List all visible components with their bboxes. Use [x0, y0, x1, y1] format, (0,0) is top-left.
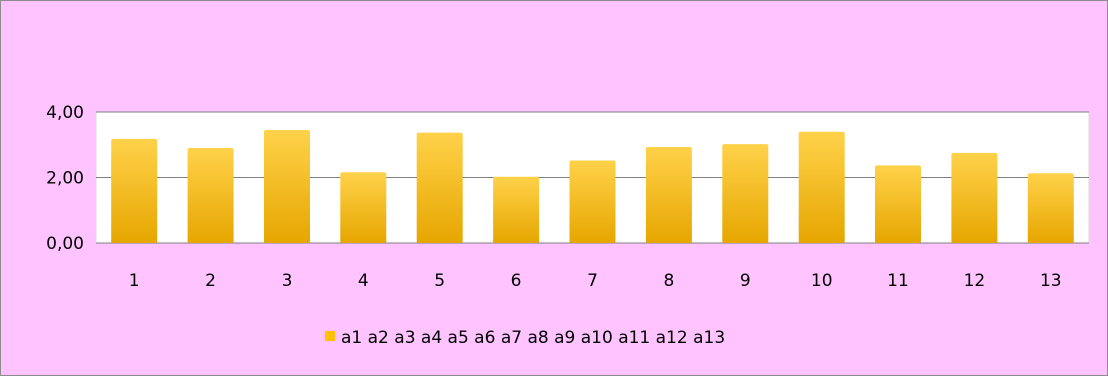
bar — [569, 160, 616, 243]
bar-series — [111, 130, 1074, 243]
x-tick-label: 9 — [740, 271, 751, 291]
y-tick-label: 0,00 — [46, 234, 84, 254]
bar — [875, 165, 921, 243]
bar — [493, 176, 540, 243]
x-axis-ticks: 1 2 3 4 5 6 7 8 9 10 11 12 13 — [129, 271, 1062, 291]
x-tick-label: 10 — [811, 271, 833, 291]
bar — [722, 144, 769, 243]
x-tick-label: 1 — [129, 271, 140, 291]
x-tick-label: 3 — [282, 271, 293, 291]
y-axis-ticks: 0,00 2,00 4,00 — [46, 103, 84, 254]
x-tick-label: 6 — [511, 271, 522, 291]
legend-marker — [325, 331, 335, 341]
x-tick-label: 5 — [434, 271, 445, 291]
x-tick-label: 2 — [205, 271, 216, 291]
x-tick-label: 12 — [964, 271, 986, 291]
x-tick-label: 4 — [358, 271, 369, 291]
bar — [645, 147, 692, 243]
y-tick-label: 2,00 — [46, 169, 84, 189]
y-tick-label: 4,00 — [46, 103, 84, 123]
bar — [1027, 173, 1074, 243]
bar — [416, 132, 463, 243]
bar — [340, 172, 387, 243]
bar — [951, 152, 998, 243]
x-tick-label: 7 — [587, 271, 598, 291]
bar — [798, 131, 845, 243]
bar — [187, 148, 234, 243]
bar — [111, 138, 158, 243]
bar — [264, 130, 310, 243]
x-tick-label: 13 — [1040, 271, 1062, 291]
legend-label: a1 a2 a3 a4 a5 a6 a7 a8 a9 a10 a11 a12 a… — [341, 328, 725, 348]
x-tick-label: 8 — [663, 271, 674, 291]
legend: a1 a2 a3 a4 a5 a6 a7 a8 a9 a10 a11 a12 a… — [325, 328, 725, 348]
x-tick-label: 11 — [887, 271, 909, 291]
